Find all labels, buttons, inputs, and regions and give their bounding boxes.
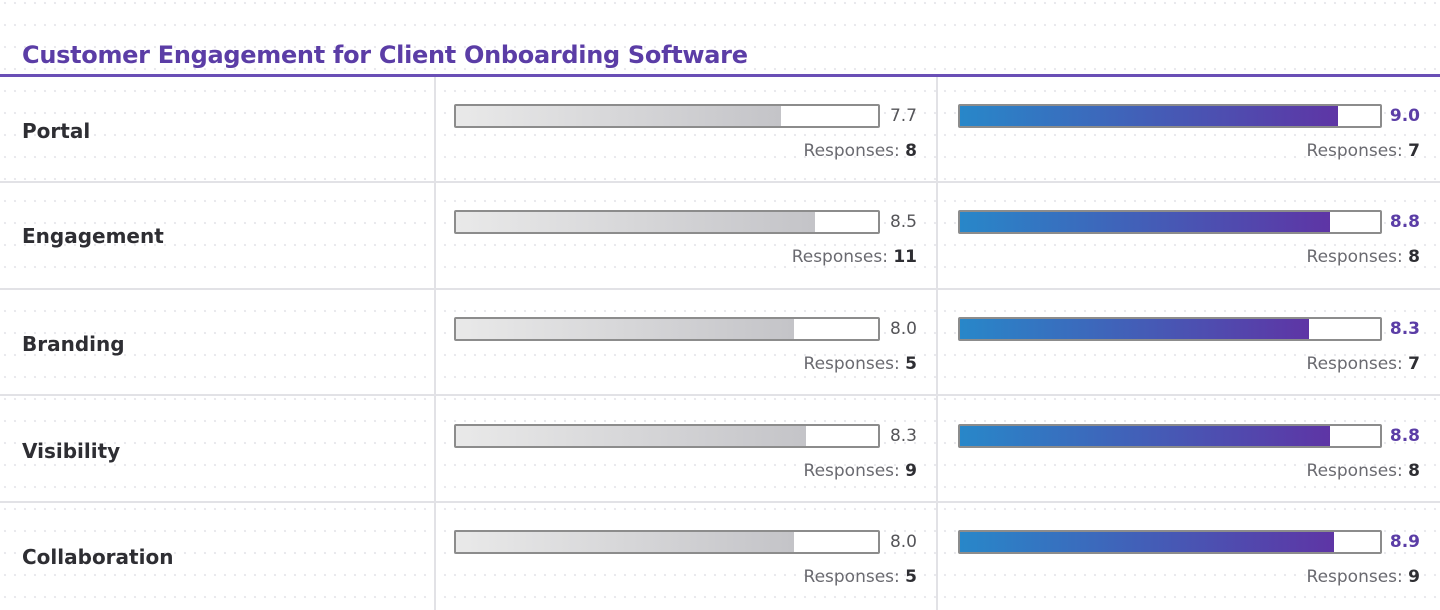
bar-track [958,104,1382,128]
bar [960,532,1334,552]
responses-value: 8 [1408,461,1420,481]
responses-count: Responses: 9 [1307,566,1420,588]
category-label: Engagement [22,224,164,248]
responses-count: Responses: 5 [804,353,917,375]
bar-track [958,530,1382,554]
responses-value: 5 [905,567,917,587]
data-label: 8.3 [1389,319,1420,339]
responses-label: Responses: [1306,141,1403,161]
table-row [0,77,1440,183]
bar-track [958,424,1382,448]
responses-label: Responses: [1306,567,1403,587]
bar-track [454,210,880,234]
data-label: 9.0 [1389,106,1420,126]
responses-count: Responses: 11 [792,246,917,268]
responses-label: Responses: [803,461,900,481]
responses-label: Responses: [1306,354,1403,374]
category-label: Branding [22,332,125,356]
responses-count: Responses: 8 [1307,460,1420,482]
responses-value: 8 [1408,247,1420,267]
responses-label: Responses: [791,247,888,267]
bar [456,106,781,126]
table-row [0,397,1440,503]
bar [456,426,807,446]
responses-label: Responses: [1306,461,1403,481]
table-row [0,184,1440,290]
bar-track [454,104,880,128]
bar [456,532,794,552]
responses-value: 7 [1408,141,1420,161]
bar [960,426,1330,446]
column-divider-2 [936,77,938,610]
responses-label: Responses: [1306,247,1403,267]
bar-track [958,210,1382,234]
responses-count: Responses: 7 [1307,353,1420,375]
category-label: Visibility [22,439,121,463]
responses-value: 11 [893,247,917,267]
responses-value: 5 [905,354,917,374]
data-label: 8.5 [889,212,917,232]
responses-count: Responses: 7 [1307,140,1420,162]
responses-value: 7 [1408,354,1420,374]
responses-count: Responses: 9 [804,460,917,482]
bar [456,212,815,232]
responses-count: Responses: 5 [804,566,917,588]
bar-track [454,530,880,554]
responses-value: 9 [1408,567,1420,587]
data-label: 8.0 [889,319,917,339]
responses-count: Responses: 8 [804,140,917,162]
chart-title: Customer Engagement for Client Onboardin… [22,41,748,69]
responses-value: 9 [905,461,917,481]
responses-label: Responses: [803,354,900,374]
table-row [0,290,1440,396]
bar-track [454,317,880,341]
bar [456,319,794,339]
data-label: 8.8 [1389,212,1420,232]
data-label: 7.7 [889,106,917,126]
data-label: 8.8 [1389,426,1420,446]
data-label: 8.0 [889,532,917,552]
data-label: 8.9 [1389,532,1420,552]
category-label: Collaboration [22,545,174,569]
bar [960,319,1309,339]
bar [960,106,1338,126]
column-divider-1 [434,77,436,610]
bar [960,212,1330,232]
comparison-grid: Portal 7.7 Responses: 8 9.0 Responses: 7 Enga… [0,77,1440,610]
bar-track [958,317,1382,341]
data-label: 8.3 [889,426,917,446]
category-label: Portal [22,119,91,143]
responses-label: Responses: [803,141,900,161]
responses-count: Responses: 8 [1307,246,1420,268]
bar-track [454,424,880,448]
responses-value: 8 [905,141,917,161]
title-underline [0,74,1440,77]
table-row [0,503,1440,609]
responses-label: Responses: [803,567,900,587]
